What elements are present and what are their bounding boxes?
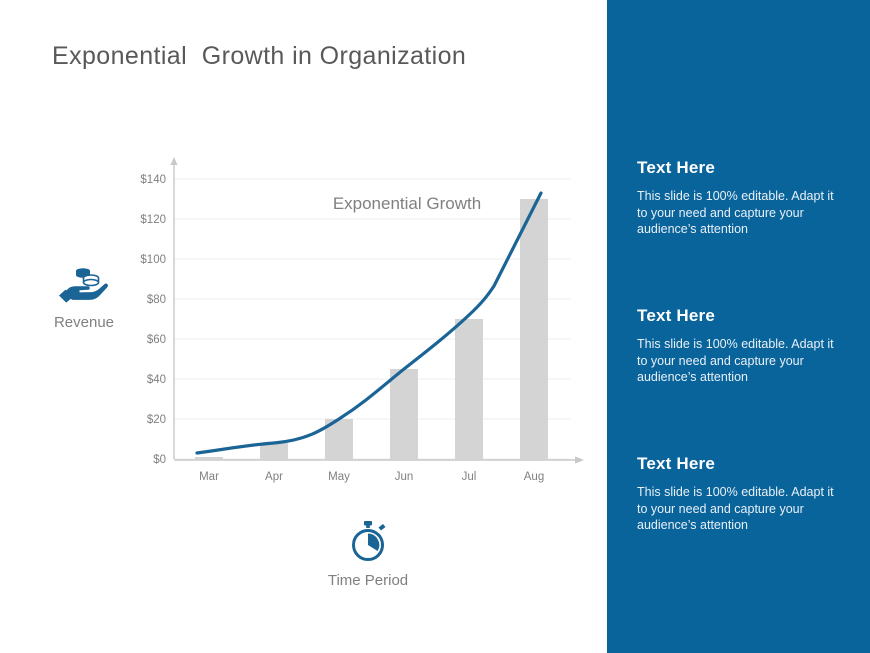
svg-text:Aug: Aug — [524, 471, 544, 483]
right-text-panel: Text Here This slide is 100% editable. A… — [607, 0, 870, 653]
svg-text:$0: $0 — [153, 454, 166, 466]
x-tick-labels: Mar Apr May Jun Jul Aug — [199, 471, 544, 483]
growth-chart: $140 $120 $100 $80 $60 $40 $20 $0 Expone… — [122, 155, 592, 500]
stopwatch-icon — [300, 518, 436, 564]
revenue-axis-label: Revenue — [53, 314, 115, 331]
svg-text:$60: $60 — [147, 334, 166, 346]
text-block-body: This slide is 100% editable. Adapt it to… — [637, 189, 834, 236]
page-title: Exponential Growth in Organization — [52, 42, 467, 70]
svg-text:$140: $140 — [140, 174, 166, 186]
svg-text:$120: $120 — [140, 214, 166, 226]
svg-text:Mar: Mar — [199, 471, 219, 483]
text-block-heading: Text Here — [637, 454, 716, 473]
text-block: Text Here This slide is 100% editable. A… — [637, 158, 835, 238]
svg-text:$80: $80 — [147, 294, 166, 306]
svg-text:Jun: Jun — [395, 471, 414, 483]
bar-jun — [390, 369, 418, 459]
svg-text:$100: $100 — [140, 254, 166, 266]
text-block-body: This slide is 100% editable. Adapt it to… — [637, 485, 834, 532]
svg-text:Jul: Jul — [462, 471, 477, 483]
revenue-axis-group: Revenue — [34, 258, 134, 331]
exponential-growth-line — [195, 191, 543, 455]
time-period-axis-group: Time Period — [300, 518, 436, 589]
chart-bars — [195, 199, 548, 459]
chart-gridlines — [174, 178, 570, 460]
bar-apr — [260, 443, 288, 459]
svg-text:May: May — [328, 471, 350, 483]
hand-holding-coins-icon — [34, 258, 134, 310]
bar-aug — [520, 199, 548, 459]
time-period-axis-label: Time Period — [327, 572, 409, 589]
svg-text:Apr: Apr — [265, 471, 283, 483]
bar-jul — [455, 319, 483, 459]
text-block: Text Here This slide is 100% editable. A… — [637, 454, 835, 534]
svg-text:$40: $40 — [147, 374, 166, 386]
x-axis — [174, 456, 584, 464]
text-block-heading: Text Here — [637, 158, 716, 177]
svg-text:$20: $20 — [147, 414, 166, 426]
text-block-body: This slide is 100% editable. Adapt it to… — [637, 337, 834, 384]
text-block-heading: Text Here — [637, 306, 716, 325]
y-tick-labels: $140 $120 $100 $80 $60 $40 $20 $0 — [140, 174, 166, 466]
y-axis — [170, 157, 178, 459]
bar-mar — [195, 457, 223, 459]
chart-annotation: Exponential Growth — [333, 194, 481, 213]
text-block: Text Here This slide is 100% editable. A… — [637, 306, 835, 386]
